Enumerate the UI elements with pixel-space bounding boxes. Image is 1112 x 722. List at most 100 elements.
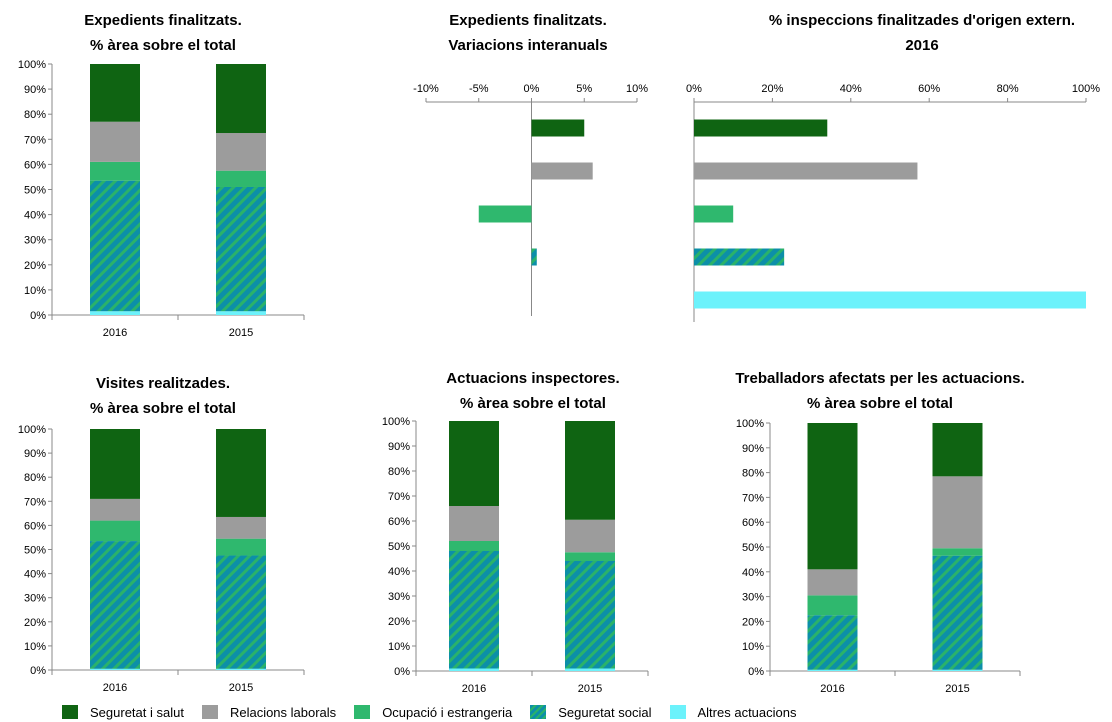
y-tick-label: 100% <box>736 418 764 430</box>
y-tick-label: 0% <box>394 666 410 678</box>
x-tick-label: 5% <box>576 83 592 95</box>
bar-segment <box>216 64 266 134</box>
y-tick-label: 10% <box>24 285 46 297</box>
bar-segment <box>449 668 499 671</box>
bar-segment <box>565 668 615 671</box>
y-tick-label: 50% <box>24 545 46 557</box>
bar-segment <box>932 669 983 671</box>
y-tick-label: 0% <box>30 310 46 322</box>
bar-segment <box>90 64 140 122</box>
bar-segment <box>90 498 140 521</box>
bar-segment <box>932 423 983 477</box>
legend-label: Seguretat social <box>558 704 652 720</box>
y-tick-label: 10% <box>388 641 410 653</box>
bar-segment <box>932 476 983 549</box>
x-tick-label: 2015 <box>229 682 253 694</box>
y-tick-label: 90% <box>24 448 46 460</box>
bar-segment <box>90 668 140 670</box>
legend-swatch <box>354 705 371 719</box>
legend-swatch <box>201 705 218 719</box>
bar-segment <box>216 555 266 669</box>
bar-segment <box>216 311 266 315</box>
legend-item-ocupacio-estrangeria: Ocupació i estrangeria <box>354 705 512 720</box>
chart-title: % àrea sobre el total <box>90 400 236 417</box>
y-tick-label: 100% <box>18 59 46 71</box>
bar-segment <box>807 669 858 671</box>
y-tick-label: 20% <box>24 617 46 629</box>
y-tick-label: 90% <box>24 84 46 96</box>
y-tick-label: 60% <box>24 159 46 171</box>
y-tick-label: 30% <box>742 592 764 604</box>
y-tick-label: 40% <box>24 569 46 581</box>
y-tick-label: 70% <box>742 492 764 504</box>
bar-segment <box>565 421 615 520</box>
chart-title: 2016 <box>905 37 938 54</box>
y-tick-label: 20% <box>388 616 410 628</box>
bar <box>694 205 734 223</box>
chart-title: Expedients finalitzats. <box>449 12 607 29</box>
chart-title: Variacions interanuals <box>448 37 607 54</box>
x-tick-label: 100% <box>1072 83 1100 95</box>
chart-title: % àrea sobre el total <box>807 395 953 412</box>
legend-item-relacions-laborals: Relacions laborals <box>201 704 337 720</box>
y-tick-label: 70% <box>24 496 46 508</box>
bar-segment <box>565 552 615 561</box>
y-tick-label: 80% <box>24 109 46 121</box>
bar-segment <box>90 520 140 542</box>
bar-segment <box>449 541 499 551</box>
chart-title: Expedients finalitzats. <box>84 12 242 29</box>
legend-swatch <box>669 705 686 719</box>
bar <box>478 205 532 223</box>
chart-title: Visites realitzades. <box>96 375 230 392</box>
x-tick-label: 2015 <box>945 683 969 695</box>
y-tick-label: 70% <box>388 491 410 503</box>
legend-label: Relacions laborals <box>229 704 337 720</box>
bar-segment <box>90 121 140 162</box>
y-tick-label: 60% <box>742 517 764 529</box>
legend: Seguretat i salut Relacions laborals Ocu… <box>62 704 815 720</box>
y-tick-label: 70% <box>24 134 46 146</box>
bar-segment <box>216 538 266 556</box>
x-tick-label: -5% <box>469 83 489 95</box>
y-tick-label: 20% <box>742 616 764 628</box>
y-tick-label: 100% <box>382 416 410 428</box>
y-tick-label: 60% <box>24 520 46 532</box>
bar-segment <box>216 668 266 670</box>
chart-title: Actuacions inspectores. <box>446 370 619 387</box>
x-tick-label: 2015 <box>229 327 253 339</box>
legend-item-seguretat-social: Seguretat social <box>530 704 652 720</box>
y-tick-label: 90% <box>742 443 764 455</box>
bar-segment <box>807 423 858 570</box>
bar-segment <box>216 516 266 539</box>
y-tick-label: 20% <box>24 260 46 272</box>
bar <box>694 291 1086 309</box>
legend-label: Seguretat i salut <box>90 704 184 720</box>
legend-label: Ocupació i estrangeria <box>382 704 513 720</box>
bar-segment <box>216 170 266 187</box>
bar-segment <box>449 551 499 669</box>
y-tick-label: 0% <box>748 666 764 678</box>
bar-segment <box>216 429 266 517</box>
bar-segment <box>932 548 983 556</box>
y-tick-label: 10% <box>24 641 46 653</box>
bar-segment <box>807 595 858 616</box>
x-tick-label: 0% <box>524 83 540 95</box>
x-tick-label: 40% <box>840 83 862 95</box>
x-tick-label: 20% <box>761 83 783 95</box>
y-tick-label: 80% <box>24 472 46 484</box>
y-tick-label: 100% <box>18 424 46 436</box>
bar-segment <box>90 311 140 315</box>
bar-segment <box>449 421 499 506</box>
y-tick-label: 30% <box>24 593 46 605</box>
chart-title: % àrea sobre el total <box>90 37 236 54</box>
bar-segment <box>90 161 140 181</box>
x-tick-label: 60% <box>918 83 940 95</box>
y-tick-label: 60% <box>388 516 410 528</box>
x-tick-label: -10% <box>413 83 439 95</box>
chart-title: Treballadors afectats per les actuacions… <box>735 370 1024 387</box>
bar-segment <box>90 180 140 312</box>
y-tick-label: 80% <box>742 468 764 480</box>
x-tick-label: 10% <box>626 83 648 95</box>
bar-segment <box>216 186 266 312</box>
